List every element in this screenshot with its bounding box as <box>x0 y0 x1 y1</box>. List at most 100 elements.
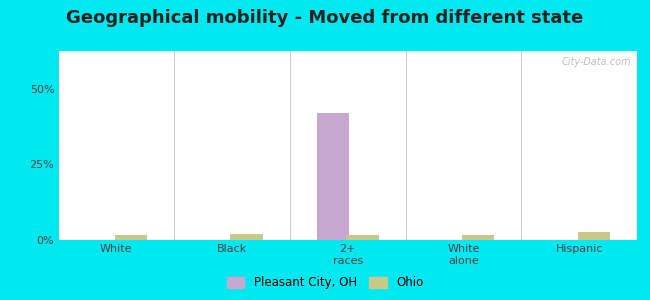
Bar <box>58 51 637 52</box>
Bar <box>58 52 637 53</box>
Bar <box>58 51 637 52</box>
Bar <box>58 52 637 53</box>
Bar <box>58 51 637 52</box>
Bar <box>58 51 637 52</box>
Bar <box>58 51 637 52</box>
Bar <box>58 52 637 53</box>
Bar <box>58 52 637 53</box>
Bar <box>58 51 637 52</box>
Bar <box>58 51 637 52</box>
Bar <box>58 52 637 53</box>
Bar <box>58 52 637 53</box>
Bar <box>58 52 637 53</box>
Bar <box>58 51 637 52</box>
Bar <box>58 51 637 52</box>
Legend: Pleasant City, OH, Ohio: Pleasant City, OH, Ohio <box>222 272 428 294</box>
Bar <box>58 51 637 52</box>
Bar <box>58 51 637 52</box>
Bar <box>58 52 637 53</box>
Bar <box>58 51 637 52</box>
Bar <box>58 51 637 52</box>
Bar <box>58 51 637 52</box>
Bar <box>58 52 637 53</box>
Bar <box>317 113 349 240</box>
Bar <box>58 51 637 52</box>
Bar <box>58 51 637 52</box>
Bar <box>58 51 637 52</box>
Bar <box>58 52 637 53</box>
Bar <box>58 51 637 52</box>
Bar <box>58 51 637 52</box>
Bar <box>58 51 637 52</box>
Bar <box>115 235 147 240</box>
Bar <box>58 51 637 52</box>
Bar <box>58 51 637 52</box>
Bar <box>58 51 637 52</box>
Bar <box>58 51 637 52</box>
Bar <box>58 51 637 52</box>
Bar <box>58 51 637 52</box>
Bar <box>58 52 637 53</box>
Bar <box>58 52 637 53</box>
Bar <box>58 51 637 52</box>
Bar <box>58 51 637 52</box>
Bar <box>58 51 637 52</box>
Bar <box>58 51 637 52</box>
Bar <box>58 51 637 52</box>
Bar <box>58 51 637 52</box>
Bar <box>58 52 637 53</box>
Bar <box>58 52 637 53</box>
Bar <box>58 51 637 52</box>
Bar <box>58 51 637 52</box>
Bar <box>58 52 637 53</box>
Bar <box>58 51 637 52</box>
Bar <box>58 51 637 52</box>
Bar <box>58 51 637 52</box>
Bar <box>58 52 637 53</box>
Bar <box>58 52 637 53</box>
Bar <box>58 52 637 53</box>
Bar <box>58 51 637 52</box>
Bar <box>58 51 637 52</box>
Bar <box>58 52 637 53</box>
Bar <box>58 52 637 53</box>
Bar <box>58 51 637 52</box>
Bar <box>58 51 637 52</box>
Bar <box>58 51 637 52</box>
Bar <box>58 51 637 52</box>
Bar <box>58 51 637 52</box>
Bar <box>58 51 637 52</box>
Bar <box>58 51 637 52</box>
Bar <box>58 52 637 53</box>
Bar <box>58 51 637 52</box>
Bar <box>58 52 637 53</box>
Bar <box>58 51 637 52</box>
Bar <box>58 51 637 52</box>
Bar <box>231 234 263 240</box>
Bar <box>58 52 637 53</box>
Bar <box>58 52 637 53</box>
Bar <box>58 51 637 52</box>
Bar <box>58 51 637 52</box>
Bar <box>58 51 637 52</box>
Text: City-Data.com: City-Data.com <box>562 57 631 67</box>
Bar <box>58 51 637 52</box>
Bar <box>58 51 637 52</box>
Bar <box>58 52 637 53</box>
Bar <box>58 52 637 53</box>
Bar <box>58 51 637 52</box>
Bar <box>346 235 378 240</box>
Bar <box>58 52 637 53</box>
Bar <box>58 51 637 52</box>
Bar <box>578 232 610 240</box>
Bar <box>58 52 637 53</box>
Bar <box>58 51 637 52</box>
Bar <box>58 51 637 52</box>
Bar <box>58 51 637 52</box>
Bar <box>58 51 637 52</box>
Bar <box>58 51 637 52</box>
Bar <box>58 51 637 52</box>
Bar <box>58 51 637 52</box>
Bar <box>58 51 637 52</box>
Bar <box>58 51 637 52</box>
